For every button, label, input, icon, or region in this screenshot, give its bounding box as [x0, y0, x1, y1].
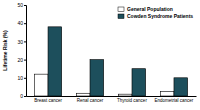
- y-tick: 0: [20, 93, 26, 99]
- y-tick-label: 40: [17, 20, 23, 26]
- x-axis-line: [27, 96, 197, 97]
- bar: [76, 93, 90, 96]
- y-tick-label: 10: [17, 75, 23, 81]
- bar: [48, 27, 62, 96]
- y-tick: 20: [17, 57, 26, 63]
- x-tick: Renal cancer: [77, 98, 104, 103]
- legend-label: Cowden Syndrome Patients: [127, 13, 193, 19]
- chart: 0 10 20 30 40 50 Breast cancer Renal cancer Thyr…: [0, 0, 200, 110]
- y-tick: 40: [17, 20, 26, 26]
- bar: [174, 78, 188, 96]
- y-axis-line: [24, 6, 27, 97]
- x-tick: Endometrial cancer: [155, 98, 194, 103]
- y-tick-label: 30: [17, 39, 23, 45]
- y-tick-mark: [24, 5, 26, 6]
- y-tick: 10: [17, 75, 26, 81]
- y-axis: 0 10 20 30 40 50: [17, 2, 26, 99]
- legend: General PopulationCowden Syndrome Patien…: [118, 6, 193, 19]
- x-tick: Breast cancer: [34, 98, 62, 103]
- y-tick: 50: [17, 2, 26, 8]
- x-tick-label: Breast cancer: [34, 98, 62, 103]
- x-axis: Breast cancer Renal cancer Thyroid cancer E…: [27, 97, 197, 104]
- y-tick-label: 0: [20, 93, 23, 99]
- x-tick: Thyroid cancer: [117, 98, 147, 103]
- legend-swatch: [118, 14, 124, 19]
- y-tick-mark: [24, 96, 26, 97]
- y-tick-mark: [24, 23, 26, 24]
- y-tick-label: 20: [17, 57, 23, 63]
- y-tick-mark: [24, 41, 26, 42]
- legend-swatch: [118, 7, 124, 12]
- x-tick-label: Renal cancer: [77, 98, 104, 103]
- bar: [160, 91, 174, 96]
- y-tick: 30: [17, 39, 26, 45]
- y-tick-label: 50: [17, 2, 23, 8]
- y-tick-mark: [24, 78, 26, 79]
- bar: [118, 94, 132, 96]
- y-axis-title: Lifetime Risk (%): [2, 30, 8, 71]
- x-tick-label: Endometrial cancer: [155, 98, 194, 103]
- y-tick-mark: [24, 60, 26, 61]
- bar: [90, 60, 104, 96]
- bars: [34, 27, 187, 96]
- x-tick-label: Thyroid cancer: [117, 98, 147, 103]
- bar: [132, 69, 146, 96]
- plot: 0 10 20 30 40 50 Breast cancer Renal cancer Thyr…: [17, 2, 196, 103]
- legend-label: General Population: [127, 6, 173, 12]
- bar: [34, 74, 48, 96]
